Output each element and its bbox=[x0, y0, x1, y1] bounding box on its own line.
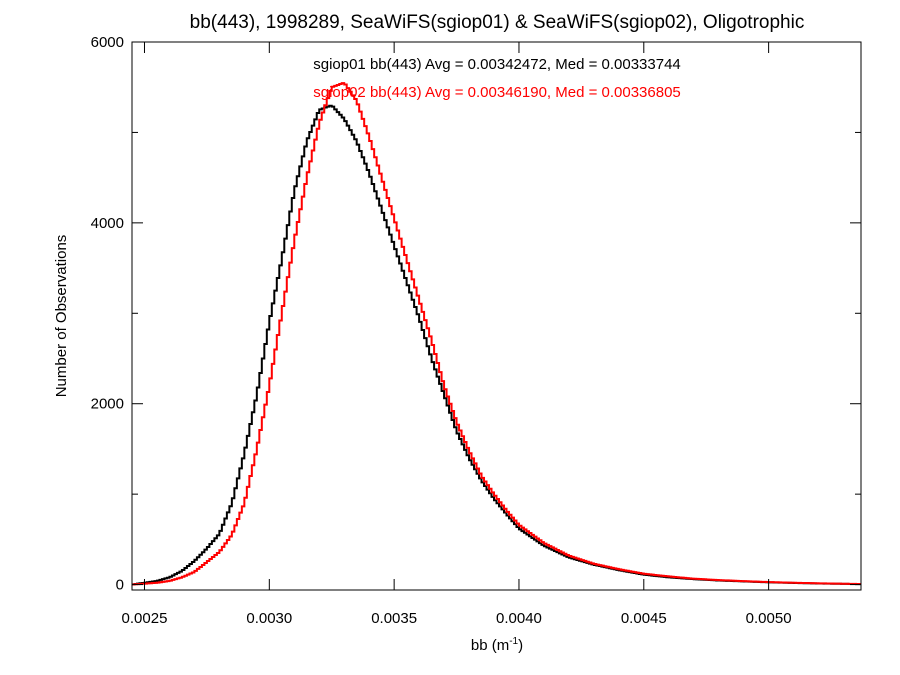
y-tick-label: 4000 bbox=[91, 215, 124, 232]
series-layer bbox=[132, 82, 861, 586]
x-tick-label: 0.0025 bbox=[122, 610, 168, 627]
x-axis-label-main: bb (m bbox=[471, 637, 509, 654]
x-tick-label: 0.0045 bbox=[621, 610, 667, 627]
series-sgiop02-histogram bbox=[132, 82, 861, 586]
y-tick-label: 0 bbox=[116, 577, 124, 594]
y-tick-label: 6000 bbox=[91, 34, 124, 51]
x-tick-label: 0.0030 bbox=[246, 610, 292, 627]
tick-layer: 0.0025 0.0030 0.0035 0.0040 0.0045 0.0050 0 200… bbox=[91, 34, 861, 627]
y-tick-label: 2000 bbox=[91, 396, 124, 413]
x-tick-label: 0.0035 bbox=[371, 610, 417, 627]
x-tick-label: 0.0050 bbox=[746, 610, 792, 627]
x-axis-label: bb (m-1) bbox=[471, 636, 523, 654]
annotation-sgiop01: sgiop01 bb(443) Avg = 0.00342472, Med = … bbox=[313, 56, 681, 73]
annotation-sgiop02: sgiop02 bb(443) Avg = 0.00346190, Med = … bbox=[313, 84, 681, 101]
x-axis-label-end: ) bbox=[518, 637, 523, 654]
plot-frame bbox=[131, 41, 862, 591]
x-tick-label: 0.0040 bbox=[496, 610, 542, 627]
chart-title: bb(443), 1998289, SeaWiFS(sgiop01) & Sea… bbox=[190, 12, 805, 33]
y-axis-label: Number of Observations bbox=[53, 235, 70, 398]
x-axis-label-sup: -1 bbox=[509, 636, 518, 647]
